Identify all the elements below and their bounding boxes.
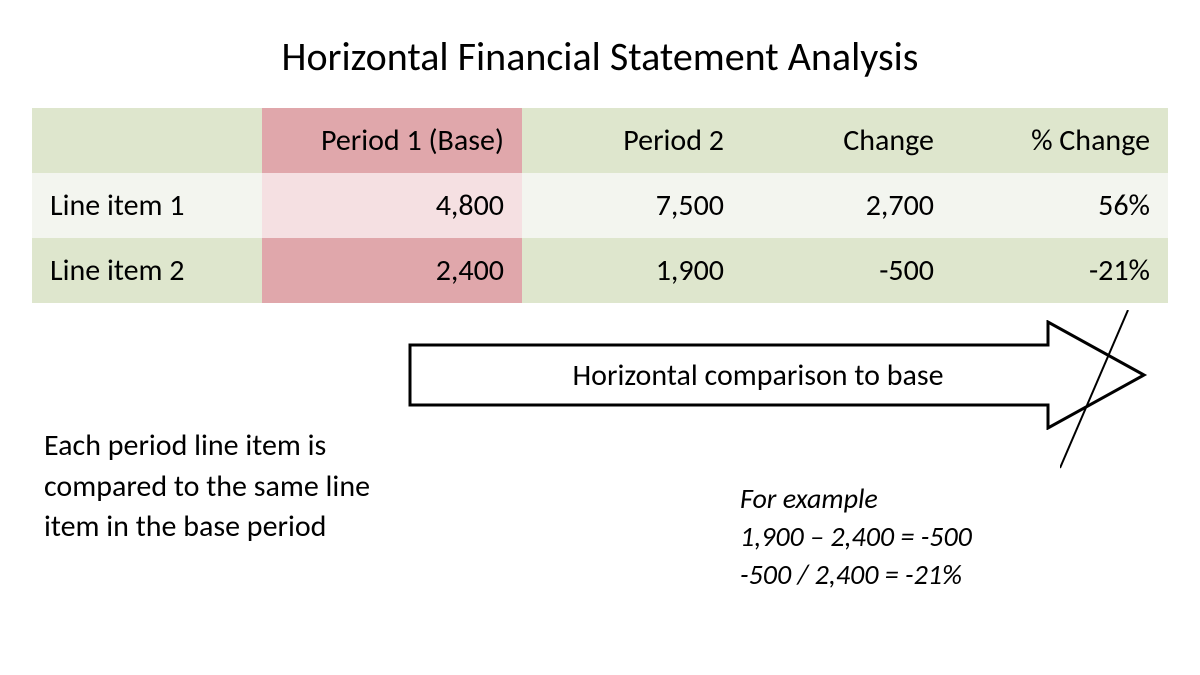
example-line: 1,900 – 2,400 = -500	[740, 518, 972, 556]
col-header-period2: Period 2	[522, 108, 742, 173]
cell: 4,800	[262, 173, 522, 238]
col-header-pct-change: % Change	[952, 108, 1168, 173]
cell: 2,400	[262, 238, 522, 303]
col-header-change: Change	[742, 108, 952, 173]
table-row: Line item 1 4,800 7,500 2,700 56%	[32, 173, 1168, 238]
example-line: For example	[740, 480, 972, 518]
horizontal-arrow: Horizontal comparison to base	[408, 320, 1148, 430]
cell: 1,900	[522, 238, 742, 303]
description-text: Each period line item is compared to the…	[44, 426, 384, 548]
cell: 56%	[952, 173, 1168, 238]
cell: -500	[742, 238, 952, 303]
cell: 2,700	[742, 173, 952, 238]
table-row: Line item 2 2,400 1,900 -500 -21%	[32, 238, 1168, 303]
col-header-period1: Period 1 (Base)	[262, 108, 522, 173]
col-header-blank	[32, 108, 262, 173]
cell: -21%	[952, 238, 1168, 303]
page-title: Horizontal Financial Statement Analysis	[0, 32, 1200, 81]
row-label: Line item 2	[32, 238, 262, 303]
analysis-table: Period 1 (Base) Period 2 Change % Change…	[32, 108, 1168, 303]
row-label: Line item 1	[32, 173, 262, 238]
arrow-icon	[408, 320, 1148, 430]
example-line: -500 / 2,400 = -21%	[740, 556, 972, 594]
callout-line-icon	[1060, 310, 1140, 480]
table-header-row: Period 1 (Base) Period 2 Change % Change	[32, 108, 1168, 173]
cell: 7,500	[522, 173, 742, 238]
example-block: For example 1,900 – 2,400 = -500 -500 / …	[740, 480, 972, 593]
